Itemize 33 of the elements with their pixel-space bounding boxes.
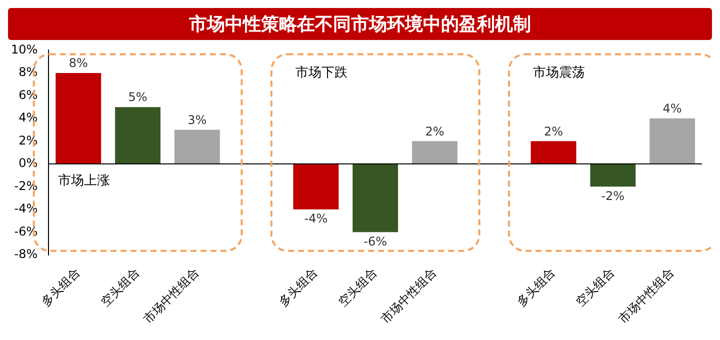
- data-label: 5%: [128, 90, 148, 104]
- data-label: -2%: [601, 188, 625, 203]
- annotation: 市场震荡: [532, 65, 585, 80]
- bar: [56, 72, 102, 164]
- bar: [590, 164, 636, 187]
- x-tick-label: 空头组合: [336, 265, 380, 310]
- bar: [115, 107, 160, 164]
- data-label: -4%: [304, 212, 328, 226]
- y-tick-label: 10%: [11, 42, 38, 56]
- data-label: -6%: [364, 234, 388, 248]
- data-label: 3%: [188, 112, 207, 127]
- x-tick-label: 市场中性组合: [378, 265, 440, 326]
- bar: [530, 141, 576, 164]
- x-tick-label: 空头组合: [98, 265, 142, 310]
- data-label: 2%: [425, 124, 444, 138]
- x-tick-label: 多头组合: [276, 265, 320, 310]
- y-tick-label: -8%: [14, 247, 38, 262]
- bar: [412, 141, 458, 164]
- x-tick-label: 多头组合: [38, 265, 83, 310]
- chart-title: 市场中性策略在不同市场环境中的盈利机制: [8, 8, 712, 40]
- x-tick-label: 空头组合: [573, 265, 618, 310]
- data-label: 2%: [544, 124, 564, 138]
- bar: [650, 118, 696, 164]
- bar: [293, 164, 339, 210]
- annotation: 市场上涨: [58, 173, 110, 188]
- data-label: 8%: [68, 56, 88, 70]
- annotation: 市场下跌: [295, 65, 348, 80]
- bar: [352, 164, 398, 232]
- x-tick-label: 市场中性组合: [616, 265, 677, 326]
- data-label: 4%: [662, 102, 682, 116]
- x-tick-label: 多头组合: [514, 265, 558, 310]
- bar: [174, 130, 220, 164]
- x-tick-label: 市场中性组合: [140, 265, 202, 326]
